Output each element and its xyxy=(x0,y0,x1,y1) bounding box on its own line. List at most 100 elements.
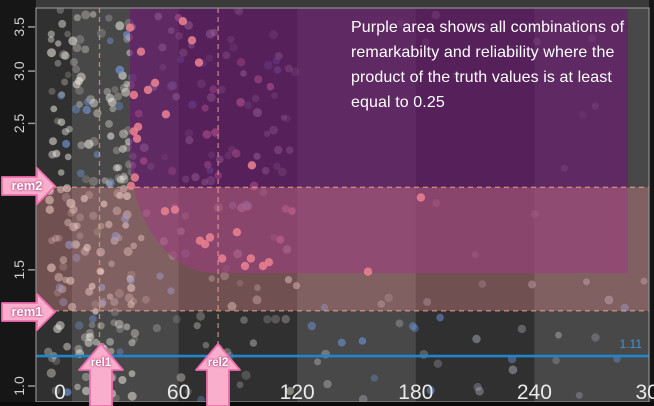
scatter-dot xyxy=(47,263,56,273)
scatter-dot xyxy=(59,256,68,264)
rel2-arrow xyxy=(195,343,241,406)
scatter-dot xyxy=(123,31,131,39)
scatter-dot xyxy=(69,205,78,214)
scatter-dot xyxy=(123,80,130,88)
scatter-dot xyxy=(121,214,130,223)
scatter-dot xyxy=(61,51,70,60)
pink-scatter-dot xyxy=(217,254,227,263)
scatter-dot xyxy=(110,297,119,307)
scatter-dot xyxy=(118,376,127,384)
scatter-dot xyxy=(66,276,75,285)
pink-scatter-dot xyxy=(129,127,139,136)
scatter-dot xyxy=(115,21,125,31)
scatter-dot xyxy=(66,125,73,133)
scatter-dot xyxy=(69,58,78,67)
scatter-dot xyxy=(105,14,113,22)
scatter-dot xyxy=(167,287,175,295)
scatter-dot xyxy=(85,287,94,296)
scatter-dot xyxy=(552,356,560,365)
scatter-dot xyxy=(116,348,124,356)
scatter-dot xyxy=(64,218,72,227)
scatter-dot xyxy=(54,272,64,282)
scatter-dot xyxy=(107,132,115,140)
scatter-dot xyxy=(48,87,56,95)
scatter-dot xyxy=(54,117,61,125)
scatter-dot xyxy=(116,191,124,200)
y-tick-label: 3.5 xyxy=(11,17,27,37)
scatter-dot xyxy=(89,211,98,220)
scatter-dot xyxy=(249,339,258,347)
scatter-dot xyxy=(52,357,61,365)
pink-scatter-dot xyxy=(264,258,274,267)
pink-scatter-dot xyxy=(200,240,210,249)
pink-scatter-dot xyxy=(170,205,180,214)
scatter-dot xyxy=(475,386,484,396)
scatter-dot xyxy=(52,234,60,243)
pink-scatter-dot xyxy=(126,181,136,191)
scatter-dot xyxy=(252,295,262,305)
x-tick-label: 180 xyxy=(398,381,433,404)
top-margin xyxy=(36,0,649,8)
scatter-dot xyxy=(419,350,429,359)
scatter-dot xyxy=(110,307,120,317)
rel2-arrow-label: rel2 xyxy=(207,357,229,369)
scatter-dot xyxy=(72,253,81,263)
scatter-dot xyxy=(119,175,129,184)
scatter-dot xyxy=(114,174,123,182)
scatter-dot xyxy=(74,383,81,391)
scatter-dot xyxy=(115,65,125,75)
scatter-dot xyxy=(384,293,393,303)
scatter-dot xyxy=(92,338,100,346)
y-tick-label: 1.0 xyxy=(11,376,27,396)
annotation-text: Purple area shows all combinations of re… xyxy=(351,19,625,111)
scatter-dot xyxy=(44,347,53,356)
scatter-dot xyxy=(91,300,99,309)
scatter-dot xyxy=(395,319,404,328)
rem2-arrow xyxy=(1,167,56,205)
scatter-dot xyxy=(111,86,119,94)
scatter-dot xyxy=(100,200,108,208)
pink-scatter-dot xyxy=(132,134,142,143)
scatter-dot xyxy=(196,311,206,321)
scatter-dot xyxy=(604,295,614,305)
y-tick-label: 2.5 xyxy=(11,113,27,133)
scatter-dot xyxy=(85,333,93,341)
scatter-dot xyxy=(281,315,290,324)
pink-dots-layer xyxy=(125,17,426,276)
pink-scatter-dot xyxy=(161,110,171,119)
scatter-dot xyxy=(292,282,300,290)
scatter-dot xyxy=(478,280,487,288)
scatter-dot xyxy=(71,240,80,249)
scatter-dot xyxy=(61,193,71,202)
scatter-dot xyxy=(236,381,244,389)
rel1-arrow xyxy=(78,343,124,406)
scatter-dot xyxy=(88,321,96,329)
pink-scatter-dot xyxy=(129,90,139,100)
scatter-dot xyxy=(93,151,101,158)
scatter-dot xyxy=(47,30,55,38)
scatter-dot xyxy=(358,337,367,345)
scatter-dot xyxy=(56,8,64,14)
scatter-dot xyxy=(377,300,386,308)
scatter-dot xyxy=(46,368,56,378)
scatter-dot xyxy=(112,164,120,172)
scatter-dot xyxy=(320,303,328,311)
pink-scatter-dot xyxy=(160,207,170,216)
scatter-dot xyxy=(81,372,91,382)
scatter-dot xyxy=(473,382,482,392)
scatter-dot xyxy=(62,184,72,193)
pink-scatter-dot xyxy=(194,58,204,67)
scatter-dot xyxy=(51,386,61,395)
scatter-dot xyxy=(126,276,135,285)
scatter-dot xyxy=(128,370,136,378)
scatter-dot xyxy=(220,271,229,281)
scatter-dot xyxy=(55,234,63,242)
scatter-dot xyxy=(59,50,69,60)
scatter-dot xyxy=(436,313,444,322)
pink-scatter-dot xyxy=(232,228,242,237)
scatter-dot xyxy=(116,175,125,184)
scatter-dot xyxy=(423,298,432,306)
scatter-dot xyxy=(112,394,120,402)
scatter-dot xyxy=(50,105,58,113)
